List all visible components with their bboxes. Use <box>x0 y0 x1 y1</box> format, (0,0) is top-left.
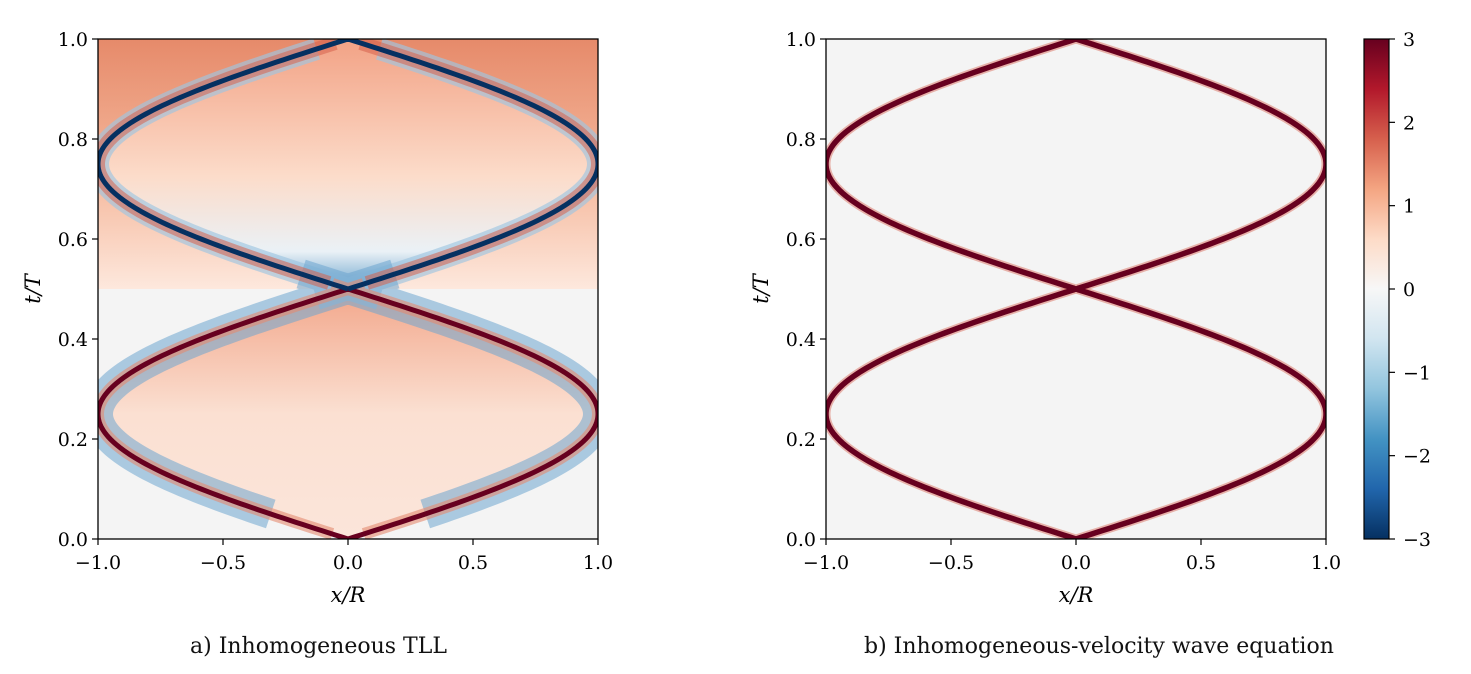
panel-a-ytick-label: 0.6 <box>58 229 88 251</box>
panel-b-xtick-label: −1.0 <box>803 552 849 574</box>
panel-b-ytick-label: 0.2 <box>786 429 816 451</box>
panel-b-ytick-label: 0.4 <box>786 329 816 351</box>
caption-panel-b: b) Inhomogeneous-velocity wave equation <box>864 634 1334 659</box>
panel-b-xtick-label: −0.5 <box>928 552 974 574</box>
panel-a-xlabel: x/R <box>331 583 366 607</box>
colorbar-tick-label: 1 <box>1403 196 1415 218</box>
panel-a-ytick-label: 1.0 <box>58 29 88 51</box>
panel-a-xtick-label: 0.5 <box>458 552 488 574</box>
colorbar-tick-label: 2 <box>1403 112 1415 134</box>
colorbar: 3 2 1 0 −1 −2 −3 <box>1363 29 1431 551</box>
panel-a-ytick-label: 0.2 <box>58 429 88 451</box>
panel-b-front-upper <box>826 39 1326 292</box>
panel-a-xtick-label: 1.0 <box>583 552 613 574</box>
colorbar-tick-label: 0 <box>1403 279 1415 301</box>
panel-a-heatmap: −1.0 −0.5 0.0 0.5 1.00.00.20.40.60.81.0 x/R … <box>21 29 613 607</box>
panel-b-front-lower <box>826 286 1326 539</box>
panel-b-xtick-label: 1.0 <box>1311 552 1341 574</box>
colorbar-tick-label: −3 <box>1403 529 1431 551</box>
panel-a-lower-lobe <box>98 289 598 539</box>
colorbar-ticks: 3 2 1 0 −1 −2 −3 <box>1389 29 1431 551</box>
panel-a-front-upper <box>98 39 598 292</box>
panel-b-xtick-label: 0.0 <box>1061 552 1091 574</box>
panel-a-xtick-label: −1.0 <box>75 552 121 574</box>
panel-b-ytick-label: 1.0 <box>786 29 816 51</box>
panel-a-xtick-label: −0.5 <box>200 552 246 574</box>
panel-b-ytick-label: 0.6 <box>786 229 816 251</box>
caption-panel-a: a) Inhomogeneous TLL <box>190 634 447 659</box>
panel-b-xtick-label: 0.5 <box>1186 552 1216 574</box>
panel-b-ytick-label: 0.0 <box>786 529 816 551</box>
panel-b-heatmap: −1.0 −0.5 0.0 0.5 1.00.00.20.40.60.81.0 x/R … <box>749 29 1341 607</box>
panel-a-axes: −1.0 −0.5 0.0 0.5 1.0 0.0 0.2 0.4 0.6 0.8 1.0 <box>58 29 613 574</box>
panel-b-ylabel: t/T <box>749 272 773 304</box>
colorbar-tick-label: 3 <box>1403 29 1415 51</box>
panel-a-ylabel: t/T <box>21 272 45 304</box>
panel-a-ytick-label: 0.4 <box>58 329 88 351</box>
colorbar-tick-label: −2 <box>1403 446 1431 468</box>
panel-a-front-lower <box>98 286 598 539</box>
panel-a-xtick-label: 0.0 <box>333 552 363 574</box>
panel-b-ytick-label: 0.8 <box>786 129 816 151</box>
panel-a-ytick-label: 0.0 <box>58 529 88 551</box>
colorbar-tick-label: −1 <box>1403 362 1431 384</box>
panel-b-axes: −1.0 −0.5 0.0 0.5 1.0 0.0 0.2 0.4 0.6 0.8 1.0 <box>786 29 1341 574</box>
panel-b-xlabel: x/R <box>1059 583 1094 607</box>
panel-a-ytick-label: 0.8 <box>58 129 88 151</box>
colorbar-scale <box>1363 38 1390 540</box>
panel-a-upper-lobe <box>98 39 598 289</box>
